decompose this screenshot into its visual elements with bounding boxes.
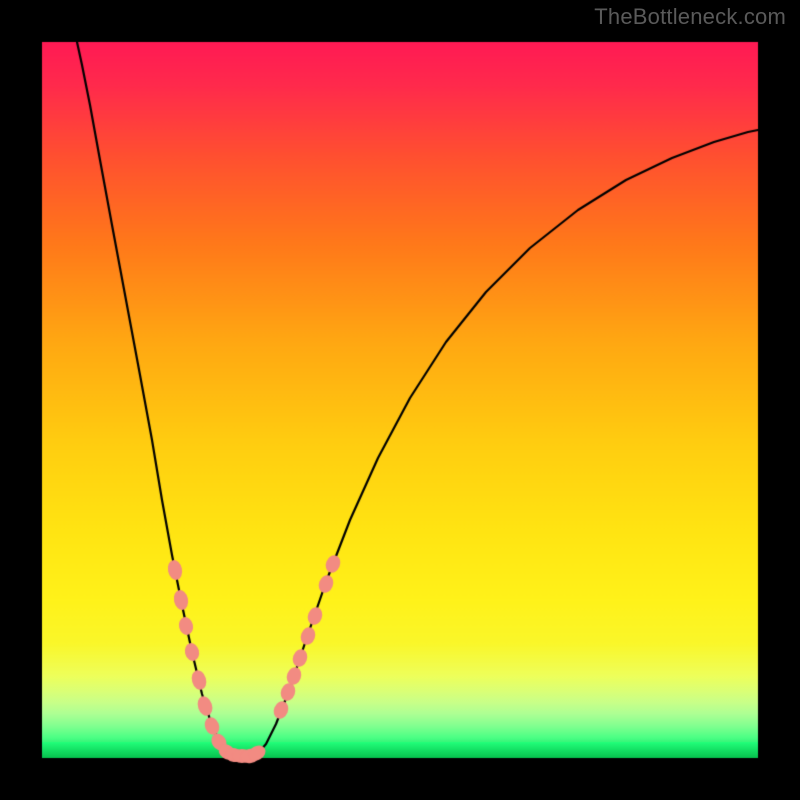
- bottleneck-chart-canvas: [0, 0, 800, 800]
- chart-container: TheBottleneck.com: [0, 0, 800, 800]
- watermark-text: TheBottleneck.com: [594, 4, 786, 30]
